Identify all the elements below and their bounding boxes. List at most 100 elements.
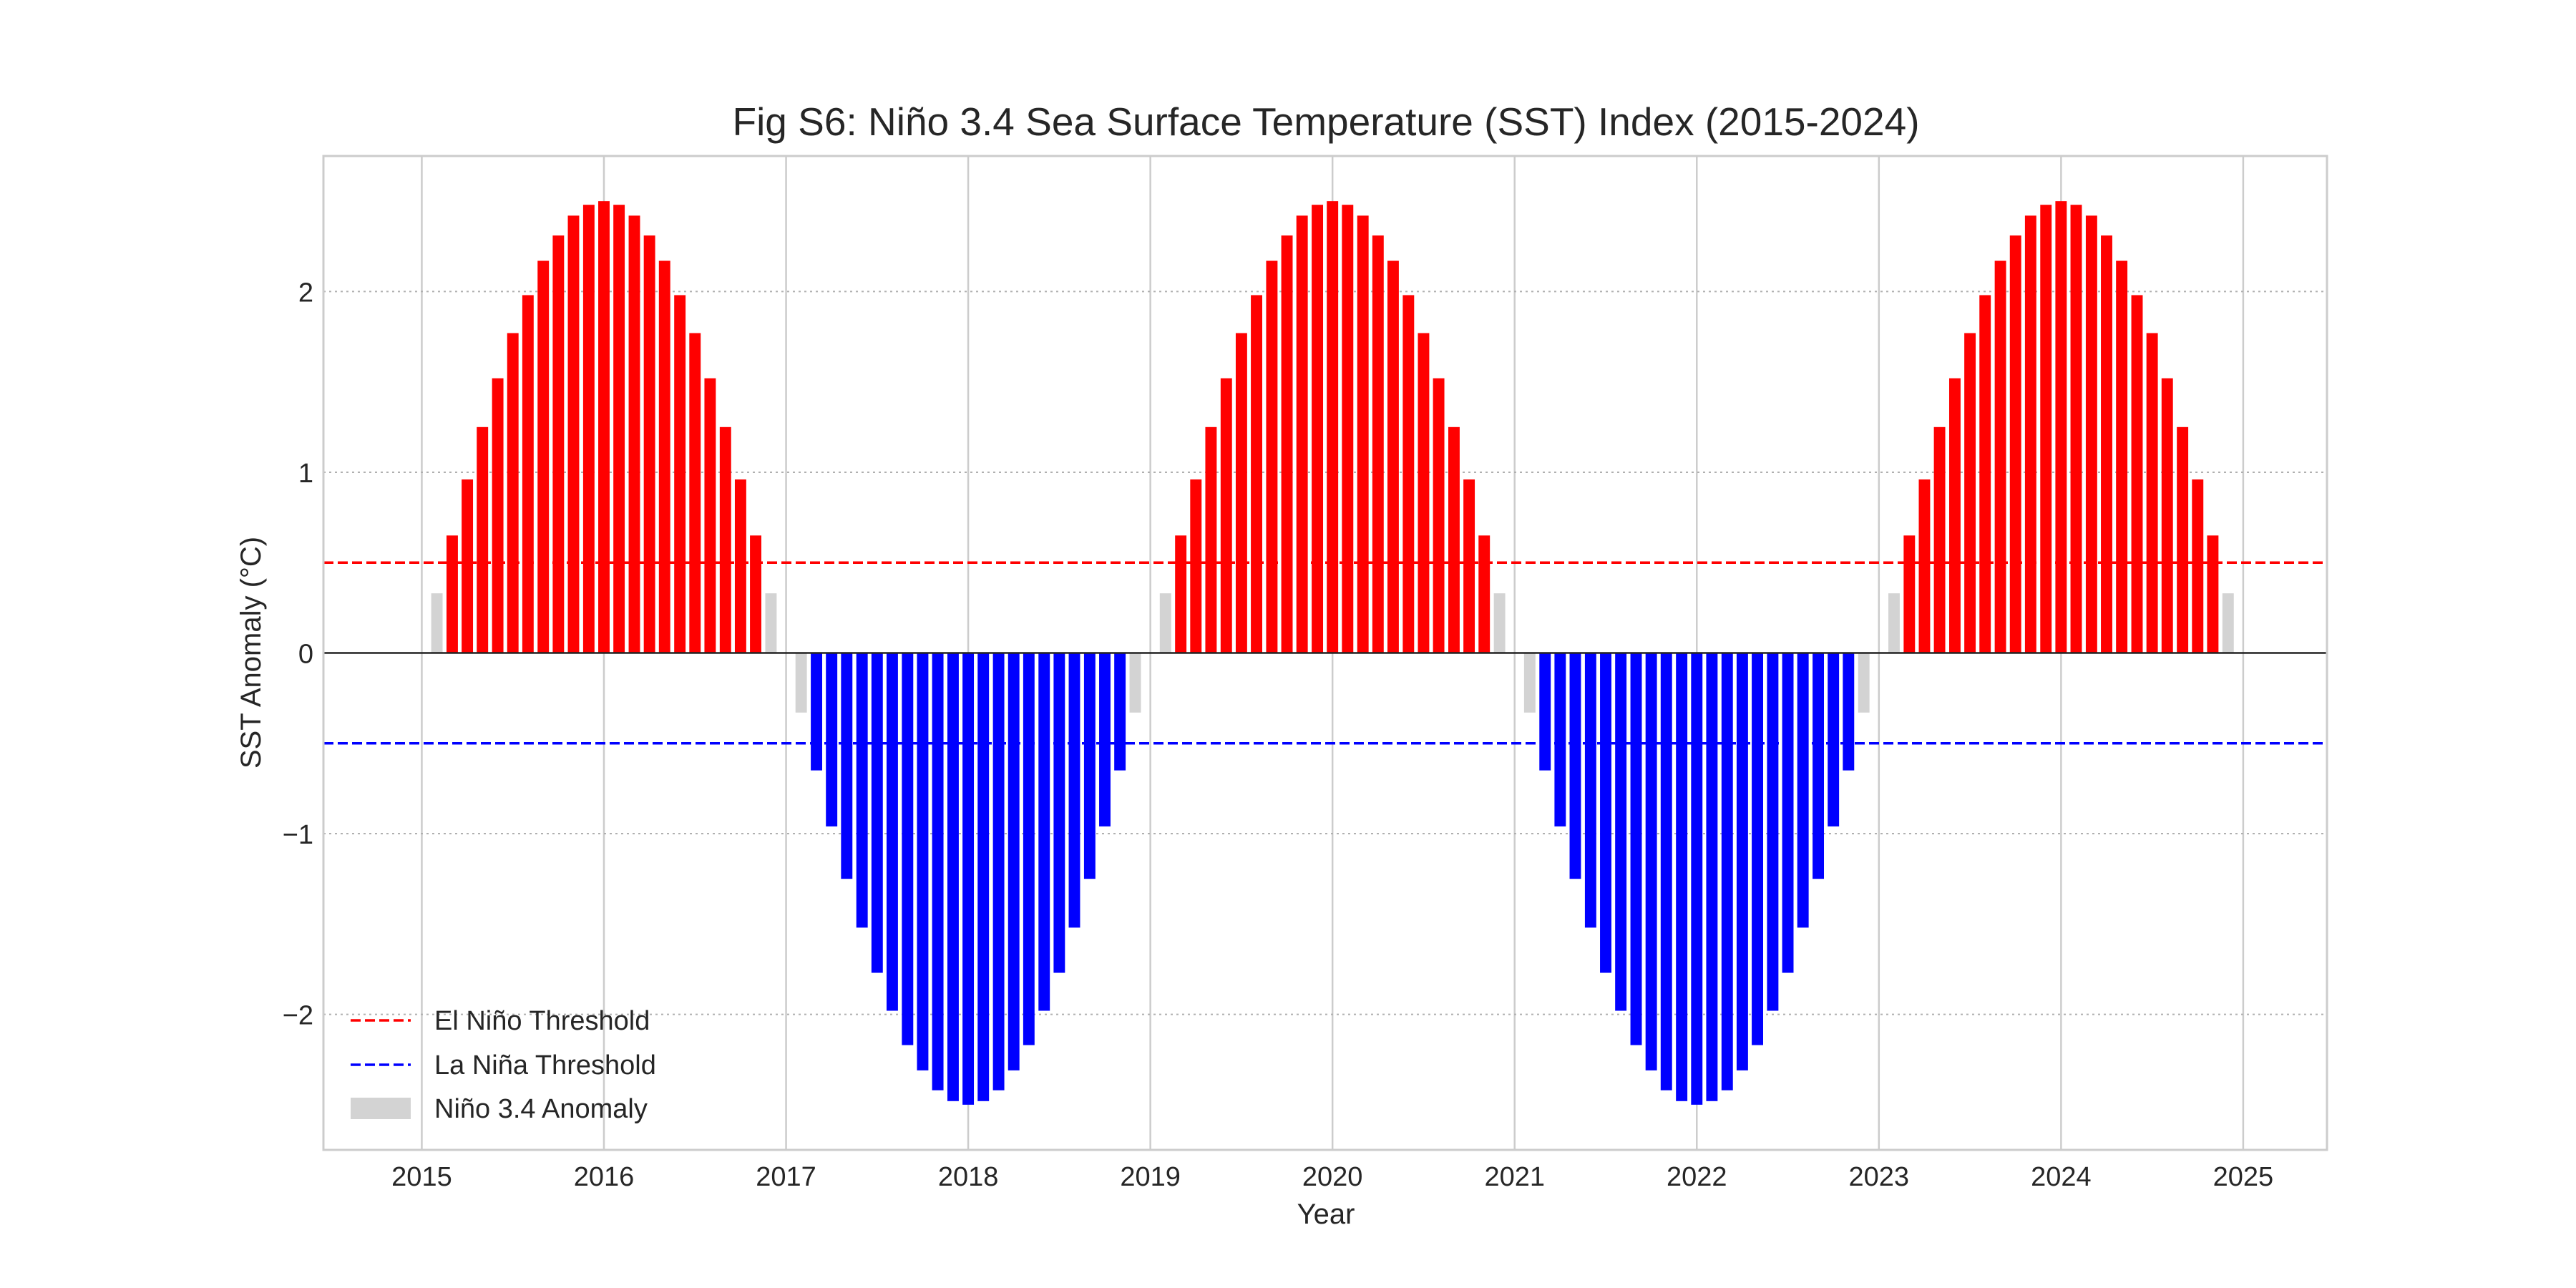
anomaly-bar <box>1782 653 1794 973</box>
anomaly-bar <box>1159 593 1171 653</box>
threshold-lines <box>323 561 2327 745</box>
anomaly-bar <box>1038 653 1050 1011</box>
anomaly-bar <box>1053 653 1065 973</box>
anomaly-bar <box>765 593 777 653</box>
x-tick-label-2015: 2015 <box>391 1162 452 1192</box>
anomaly-bar <box>1918 479 1931 653</box>
anomaly-bar <box>856 653 868 928</box>
anomaly-bar <box>1099 653 1111 826</box>
anomaly-bar <box>886 653 898 1011</box>
anomaly-bar <box>734 479 746 653</box>
anomaly-bar <box>1630 653 1642 1045</box>
x-tick-label-2018: 2018 <box>938 1162 999 1192</box>
anomaly-bar <box>1691 653 1703 1105</box>
anomaly-bar <box>1767 653 1779 1011</box>
anomaly-bar <box>977 653 990 1101</box>
anomaly-bar <box>1797 653 1809 928</box>
x-tick-label-2021: 2021 <box>1484 1162 1545 1192</box>
y-tick-label-1: −1 <box>283 820 313 850</box>
anomaly-bar <box>2101 235 2112 653</box>
anomaly-bar <box>2161 378 2173 653</box>
anomaly-bar <box>795 653 807 713</box>
x-tick-label-2025: 2025 <box>2213 1162 2274 1192</box>
anomaly-bar <box>704 378 716 653</box>
anomaly-bar <box>2131 295 2143 653</box>
y-axis-label: SST Anomaly (°C) <box>235 537 267 769</box>
anomaly-bar <box>2192 479 2204 653</box>
anomaly-bar <box>1205 426 1217 653</box>
anomaly-bar <box>1235 333 1247 653</box>
plot-frame <box>322 155 2328 1151</box>
anomaly-bar <box>2116 260 2128 653</box>
anomaly-bar <box>2009 235 2021 653</box>
anomaly-bar <box>841 653 853 879</box>
anomaly-bar <box>582 205 595 653</box>
anomaly-bar <box>643 235 655 653</box>
anomaly-bar <box>1068 653 1080 928</box>
anomaly-bar <box>1949 378 1961 653</box>
y-axis-ticks: −2 −1 0 1 2 <box>283 278 313 1030</box>
x-tick-label-2024: 2024 <box>2031 1162 2092 1192</box>
anomaly-bar <box>1736 653 1748 1070</box>
anomaly-bar <box>1994 260 2006 653</box>
anomaly-bar <box>1281 235 1293 653</box>
legend-item-el-nino: El Niño Threshold <box>351 1006 650 1036</box>
anomaly-bar <box>2222 593 2234 653</box>
anomaly-bar <box>2055 201 2067 653</box>
anomaly-bar <box>1433 378 1445 653</box>
legend-item-la-nina: La Niña Threshold <box>351 1050 656 1080</box>
anomaly-bar <box>1008 653 1020 1070</box>
anomaly-bar <box>1858 653 1870 713</box>
anomaly-bar <box>552 235 565 653</box>
legend-label: La Niña Threshold <box>434 1050 656 1080</box>
anomaly-bar <box>1600 653 1611 973</box>
y-tick-label-3: 1 <box>298 459 313 489</box>
anomaly-bar <box>1660 653 1672 1091</box>
anomaly-bar <box>1615 653 1627 1011</box>
y-tick-label-0: −2 <box>283 1001 313 1031</box>
x-tick-label-2022: 2022 <box>1667 1162 1727 1192</box>
anomaly-bar <box>2085 215 2097 653</box>
anomaly-bar <box>1372 235 1384 653</box>
anomaly-bar <box>1083 653 1096 879</box>
x-tick-label-2020: 2020 <box>1302 1162 1363 1192</box>
anomaly-bar <box>871 653 883 973</box>
x-axis-ticks: 2015 2016 2017 2018 2019 2020 2021 2022 2023 2024… <box>391 1162 2273 1192</box>
anomaly-bar <box>689 333 701 653</box>
anomaly-bar <box>1402 295 1415 653</box>
anomaly-bar <box>1721 653 1733 1091</box>
anomaly-bar <box>1752 653 1763 1045</box>
anomaly-bar <box>1463 479 1475 653</box>
anomaly-bar <box>1114 653 1126 771</box>
anomaly-bar <box>1023 653 1035 1045</box>
anomaly-bar <box>1418 333 1430 653</box>
anomaly-bar <box>1933 426 1946 653</box>
anomaly-bar <box>628 215 640 653</box>
anomaly-bar <box>1251 295 1262 653</box>
anomaly-bar <box>826 653 838 826</box>
anomaly-bars <box>431 201 2234 1105</box>
anomaly-bar <box>522 295 534 653</box>
anomaly-bar <box>1190 479 1202 653</box>
anomaly-bar <box>567 215 580 653</box>
anomaly-bar <box>1813 653 1825 879</box>
anomaly-bar <box>992 653 1005 1091</box>
anomaly-bar <box>1569 653 1581 879</box>
anomaly-bar <box>1539 653 1551 771</box>
anomaly-bar <box>477 426 489 653</box>
anomaly-bar <box>1129 653 1141 713</box>
anomaly-bar <box>917 653 929 1070</box>
anomaly-bar <box>507 333 519 653</box>
anomaly-bar <box>902 653 914 1045</box>
anomaly-bar <box>947 653 959 1101</box>
x-tick-label-2017: 2017 <box>756 1162 816 1192</box>
anomaly-bar <box>1327 201 1339 653</box>
x-axis-label: Year <box>1297 1199 1355 1230</box>
anomaly-bar <box>1828 653 1840 826</box>
anomaly-bar <box>1584 653 1596 928</box>
x-tick-label-2016: 2016 <box>574 1162 635 1192</box>
plot-area <box>322 155 2328 1151</box>
anomaly-bar <box>932 653 944 1091</box>
anomaly-bar <box>598 201 610 653</box>
anomaly-bar <box>1706 653 1718 1101</box>
